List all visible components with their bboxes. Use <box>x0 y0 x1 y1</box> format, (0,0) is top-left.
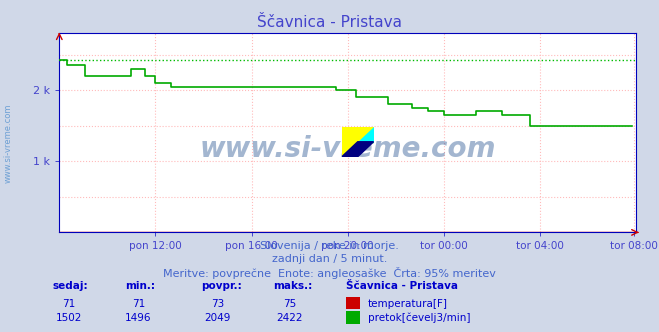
Text: Meritve: povprečne  Enote: angleosaške  Črta: 95% meritev: Meritve: povprečne Enote: angleosaške Čr… <box>163 267 496 279</box>
Text: Ščavnica - Pristava: Ščavnica - Pristava <box>346 281 458 291</box>
Text: pretok[čevelj3/min]: pretok[čevelj3/min] <box>368 313 471 323</box>
Text: 73: 73 <box>211 299 224 309</box>
Text: zadnji dan / 5 minut.: zadnji dan / 5 minut. <box>272 254 387 264</box>
Text: 2049: 2049 <box>204 313 231 323</box>
Text: 75: 75 <box>283 299 297 309</box>
Text: 71: 71 <box>132 299 145 309</box>
Text: povpr.:: povpr.: <box>201 281 242 291</box>
Text: temperatura[F]: temperatura[F] <box>368 299 447 309</box>
Text: www.si-vreme.com: www.si-vreme.com <box>200 135 496 163</box>
Text: 71: 71 <box>63 299 76 309</box>
Text: Slovenija / reke in morje.: Slovenija / reke in morje. <box>260 241 399 251</box>
Text: min.:: min.: <box>125 281 156 291</box>
Text: 1496: 1496 <box>125 313 152 323</box>
Text: maks.:: maks.: <box>273 281 313 291</box>
Text: www.si-vreme.com: www.si-vreme.com <box>4 103 13 183</box>
Text: 1502: 1502 <box>56 313 82 323</box>
Text: 2422: 2422 <box>277 313 303 323</box>
Text: sedaj:: sedaj: <box>53 281 88 291</box>
Text: Ščavnica - Pristava: Ščavnica - Pristava <box>257 15 402 30</box>
